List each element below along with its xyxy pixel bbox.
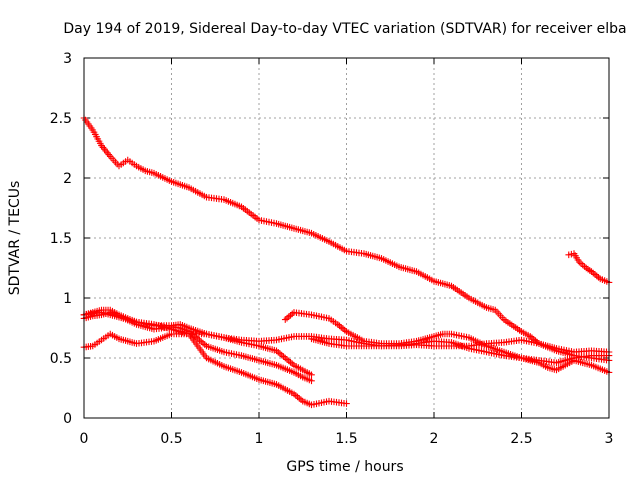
y-tick-label: 1.5 (50, 231, 72, 247)
data-point (283, 314, 291, 322)
data-point (285, 313, 293, 321)
data-point (196, 336, 203, 344)
grid-lines (84, 58, 609, 418)
data-point (294, 393, 301, 401)
series-trace-7 (308, 335, 613, 367)
y-tick-label: 1 (63, 291, 72, 307)
data-point (295, 395, 303, 402)
x-tick-label: 2.5 (510, 431, 532, 447)
series-trace-1 (80, 114, 613, 364)
x-tick-label: 3 (605, 431, 614, 447)
x-tick-label: 2 (430, 431, 439, 447)
y-axis-label: SDTVAR / TECUs (7, 181, 23, 296)
series-trace-3 (80, 306, 350, 409)
data-point (577, 260, 585, 267)
data-series (80, 114, 613, 409)
data-point (336, 322, 343, 330)
y-tick-label: 0.5 (50, 351, 72, 367)
y-tick-label: 3 (63, 51, 72, 67)
chart-title: Day 194 of 2019, Sidereal Day-to-day VTE… (63, 21, 626, 37)
data-point (285, 357, 293, 365)
data-point (308, 377, 315, 385)
y-tick-label: 2 (63, 171, 72, 187)
data-point (281, 354, 289, 362)
series-trace-5 (80, 309, 315, 379)
data-point (308, 371, 315, 379)
data-point (199, 339, 207, 347)
series-trace-8 (565, 250, 613, 286)
data-point (281, 316, 289, 323)
data-point (287, 311, 294, 319)
x-tick-label: 0 (80, 431, 89, 447)
data-point (194, 335, 202, 343)
data-point (283, 356, 291, 363)
data-point (337, 323, 345, 331)
data-point (343, 400, 350, 407)
data-point (288, 310, 296, 318)
data-point (591, 271, 599, 278)
x-tick-label: 1.5 (335, 431, 357, 447)
data-point (287, 359, 294, 366)
y-tick-label: 0 (63, 411, 72, 427)
x-tick-label: 1 (255, 431, 264, 447)
data-point (276, 350, 284, 357)
x-tick-labels: 0 0.5 1 1.5 2 2.5 3 (80, 431, 614, 447)
plot-frame (83, 57, 610, 419)
y-tick-labels: 0 0.5 1 1.5 2 2.5 3 (50, 51, 72, 427)
data-point (278, 351, 286, 359)
y-tick-label: 2.5 (50, 111, 72, 127)
data-point (339, 325, 347, 333)
data-point (593, 272, 601, 280)
data-point (579, 261, 587, 269)
x-axis-label: GPS time / hours (286, 459, 403, 475)
x-tick-label: 0.5 (160, 431, 182, 447)
data-point (280, 353, 287, 360)
